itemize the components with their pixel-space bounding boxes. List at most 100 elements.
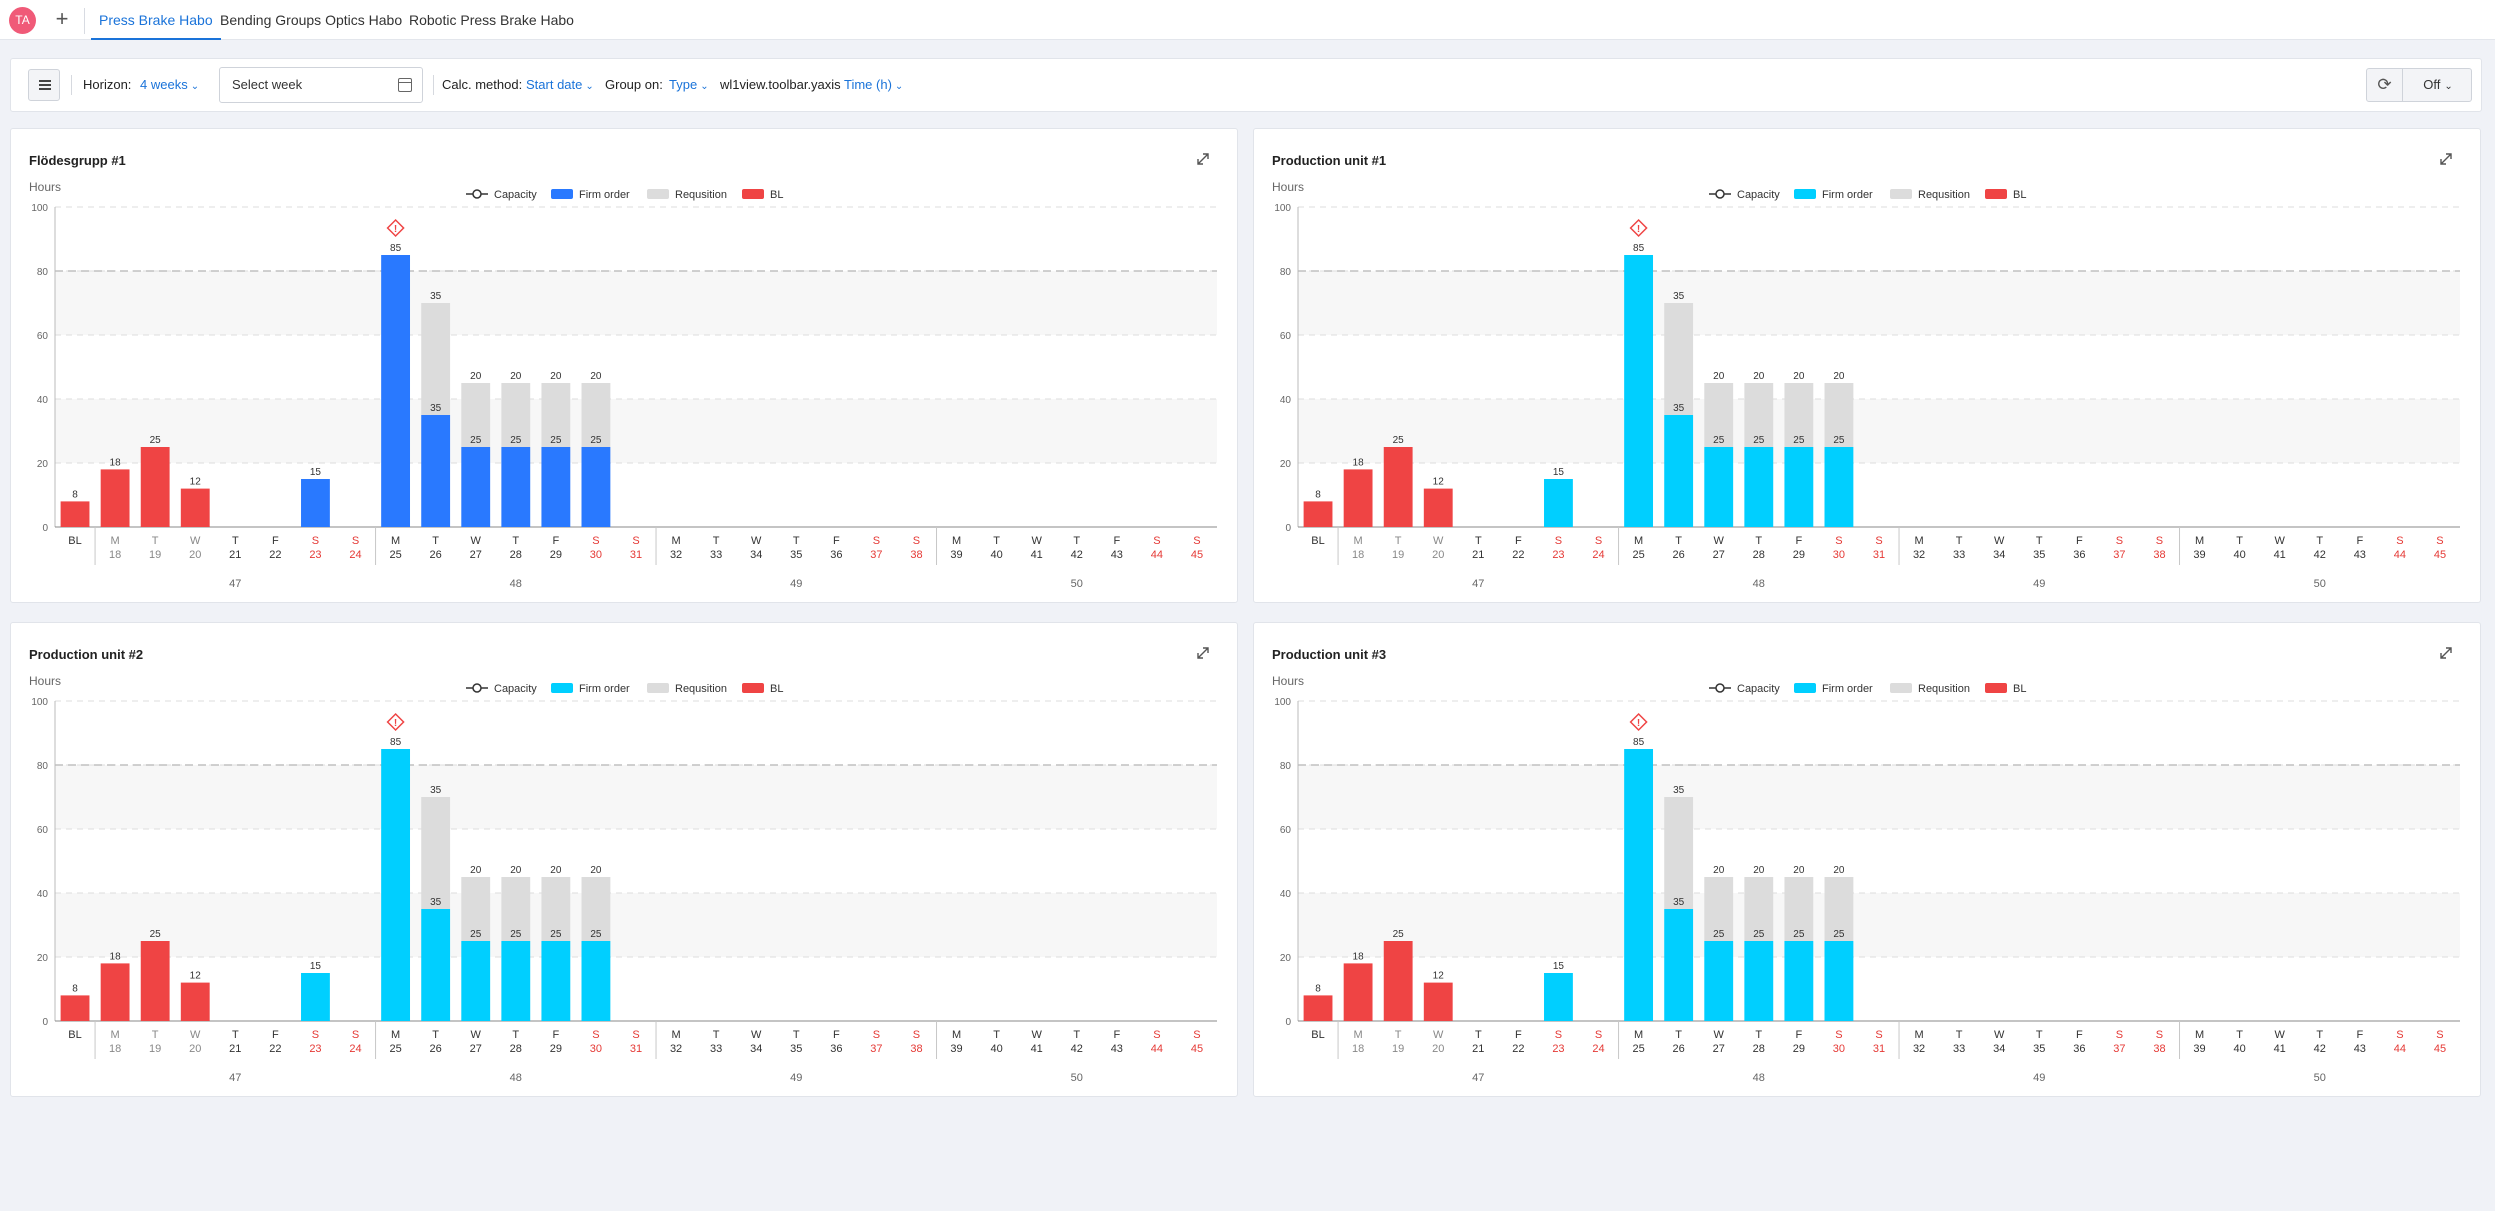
calendar-icon xyxy=(398,78,412,92)
legend-requisition: Requsition xyxy=(1918,683,1970,695)
expand-icon[interactable] xyxy=(1195,645,1211,661)
x-tick-date: 23 xyxy=(309,549,321,561)
x-tick-date: 24 xyxy=(349,1043,361,1055)
expand-icon[interactable] xyxy=(2438,151,2454,167)
x-tick-day: S xyxy=(312,535,319,547)
yaxis-dropdown[interactable]: Time (h) ⌄ xyxy=(844,59,903,111)
add-tab-button[interactable]: + xyxy=(55,6,69,31)
x-tick-date: 45 xyxy=(2434,1043,2446,1055)
y-axis-unit: Hours xyxy=(29,674,61,688)
expand-icon[interactable] xyxy=(2438,645,2454,661)
week-label: 48 xyxy=(1753,1072,1765,1084)
menu-button[interactable] xyxy=(28,69,60,101)
bar-bl xyxy=(60,501,90,527)
x-tick-date: 26 xyxy=(1673,549,1685,561)
x-tick-day: M xyxy=(391,1029,400,1041)
group-on-dropdown[interactable]: Type ⌄ xyxy=(669,59,709,111)
x-tick-date: 38 xyxy=(2153,549,2165,561)
avatar[interactable]: TA xyxy=(9,7,36,34)
bar-label: 8 xyxy=(1315,489,1321,500)
x-tick-day: T xyxy=(1475,1029,1482,1041)
x-tick-date: 30 xyxy=(1833,1043,1845,1055)
warning-icon-mark: ! xyxy=(394,718,397,729)
x-tick-date: 21 xyxy=(1472,1043,1484,1055)
legend-capacity-marker xyxy=(472,189,482,199)
bar-label: 25 xyxy=(1793,929,1805,940)
x-tick-date: 25 xyxy=(1632,549,1644,561)
x-tick-date: 24 xyxy=(1592,549,1604,561)
bar-firm-order xyxy=(1784,941,1814,1021)
yaxis-label: wl1view.toolbar.yaxis xyxy=(720,77,841,92)
bar-firm-order xyxy=(501,941,531,1021)
bar-label: 12 xyxy=(1433,971,1445,982)
horizon-value: 4 weeks xyxy=(140,77,188,92)
bar-label: 35 xyxy=(1673,897,1685,908)
x-tick-date: 18 xyxy=(1352,1043,1364,1055)
x-tick-day: F xyxy=(2076,535,2083,547)
tab-press-brake-habo[interactable]: Press Brake Habo xyxy=(91,0,221,40)
y-tick-label: 0 xyxy=(1285,1017,1291,1028)
select-week-input[interactable]: Select week xyxy=(219,67,423,103)
x-tick-day: S xyxy=(1555,1029,1562,1041)
x-tick-day: M xyxy=(671,1029,680,1041)
refresh-button[interactable]: ⟳ xyxy=(2367,69,2403,101)
y-tick-label: 100 xyxy=(31,697,48,708)
y-tick-label: 100 xyxy=(1274,203,1291,214)
x-tick-day: S xyxy=(592,535,599,547)
x-tick-date: 28 xyxy=(510,1043,522,1055)
tab-bending-groups-optics-habo[interactable]: Bending Groups Optics Habo xyxy=(220,12,403,28)
x-tick-date: 37 xyxy=(870,1043,882,1055)
x-tick-date: 29 xyxy=(550,1043,562,1055)
x-tick-day: BL xyxy=(1311,1029,1324,1041)
x-tick-date: 39 xyxy=(950,1043,962,1055)
x-tick-day: M xyxy=(111,535,120,547)
warning-icon xyxy=(1629,218,1648,238)
x-tick-date: 25 xyxy=(389,549,401,561)
bar-firm-order xyxy=(1704,447,1734,527)
bar-bl xyxy=(180,488,210,527)
bar-firm-order xyxy=(461,941,491,1021)
tab-robotic-press-brake-habo[interactable]: Robotic Press Brake Habo xyxy=(409,12,574,28)
bar-label: 20 xyxy=(590,865,602,876)
bar-firm-order xyxy=(421,909,451,1021)
y-tick-label: 0 xyxy=(1285,523,1291,534)
x-tick-date: 37 xyxy=(2113,1043,2125,1055)
x-tick-date: 25 xyxy=(1632,1043,1644,1055)
bar-label: 25 xyxy=(510,929,522,940)
x-tick-day: F xyxy=(1515,1029,1522,1041)
x-tick-day: W xyxy=(751,1029,762,1041)
legend-firm-swatch xyxy=(551,189,573,199)
x-tick-day: F xyxy=(2076,1029,2083,1041)
x-tick-day: M xyxy=(111,1029,120,1041)
bar-bl xyxy=(1303,501,1333,527)
x-tick-day: W xyxy=(2274,535,2285,547)
bar-label: 20 xyxy=(510,865,522,876)
top-tab-bar: TA + Press Brake Habo Bending Groups Opt… xyxy=(0,0,2495,40)
x-tick-date: 29 xyxy=(1793,549,1805,561)
x-tick-date: 36 xyxy=(830,549,842,561)
expand-icon[interactable] xyxy=(1195,151,1211,167)
x-tick-day: W xyxy=(1433,535,1444,547)
x-tick-date: 43 xyxy=(1111,549,1123,561)
x-tick-date: 23 xyxy=(1552,1043,1564,1055)
x-tick-day: T xyxy=(2036,1029,2043,1041)
x-tick-date: 45 xyxy=(1191,1043,1203,1055)
bar-label: 18 xyxy=(1353,457,1365,468)
legend-firm-swatch xyxy=(1794,189,1816,199)
x-tick-day: S xyxy=(1153,1029,1160,1041)
bar-label: 18 xyxy=(110,951,122,962)
bar-firm-order xyxy=(541,941,571,1021)
bar-label: 25 xyxy=(510,435,522,446)
x-tick-date: 22 xyxy=(1512,549,1524,561)
auto-refresh-dropdown[interactable]: Off ⌄ xyxy=(2404,69,2472,101)
x-tick-date: 40 xyxy=(990,1043,1002,1055)
bar-label: 35 xyxy=(1673,403,1685,414)
calc-method-dropdown[interactable]: Start date ⌄ xyxy=(526,59,594,111)
bar-requisition xyxy=(1784,877,1814,941)
plot-band xyxy=(55,765,1217,829)
chart: Capacity Firm order Requsition BL Hours 0 20 40… xyxy=(1272,674,2460,1084)
x-tick-date: 41 xyxy=(1031,1043,1043,1055)
horizon-dropdown[interactable]: 4 weeks ⌄ xyxy=(140,59,199,111)
x-tick-day: S xyxy=(2116,1029,2123,1041)
x-tick-day: S xyxy=(1835,1029,1842,1041)
